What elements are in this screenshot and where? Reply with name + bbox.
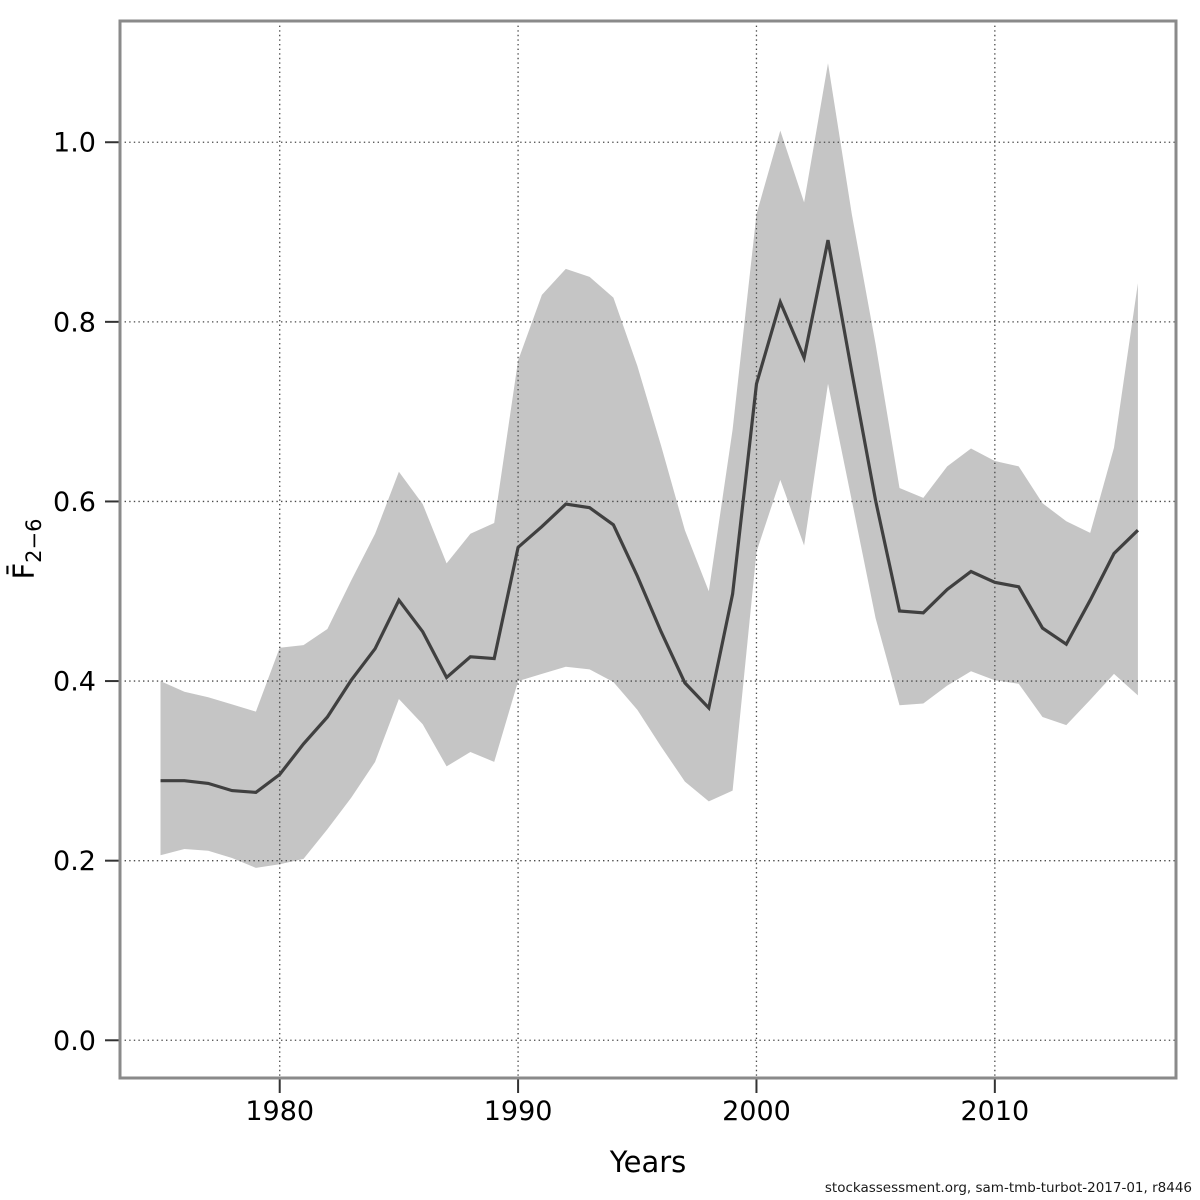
x-tick-label: 1990 [484,1096,553,1127]
y-tick-label: 0.0 [53,1026,96,1057]
y-tick-label: 0.8 [53,307,96,338]
plot-frame [118,19,1178,1080]
y-tick-label: 0.2 [53,846,96,877]
y-axis-title: F̄2−6 [7,518,46,579]
y-tick-label: 0.6 [53,487,96,518]
confidence-band [160,63,1138,868]
y-tick-label: 1.0 [53,128,96,159]
x-tick-label: 2010 [960,1096,1029,1127]
x-tick-label: 2000 [722,1096,791,1127]
y-axis-title-text: F̄2−6 [7,518,46,579]
estimate-line [160,239,1140,795]
y-tick-label: 0.4 [53,667,96,698]
x-axis-title: Years [609,1145,687,1179]
x-tick-label: 1980 [245,1096,314,1127]
plot-area: 0.0 0.2 0.4 0.6 0.8 1.0 1980 1990 2000 2010 [53,19,1178,1127]
footer-credit: stockassessment.org, sam-tmb-turbot-2017… [825,1180,1192,1196]
